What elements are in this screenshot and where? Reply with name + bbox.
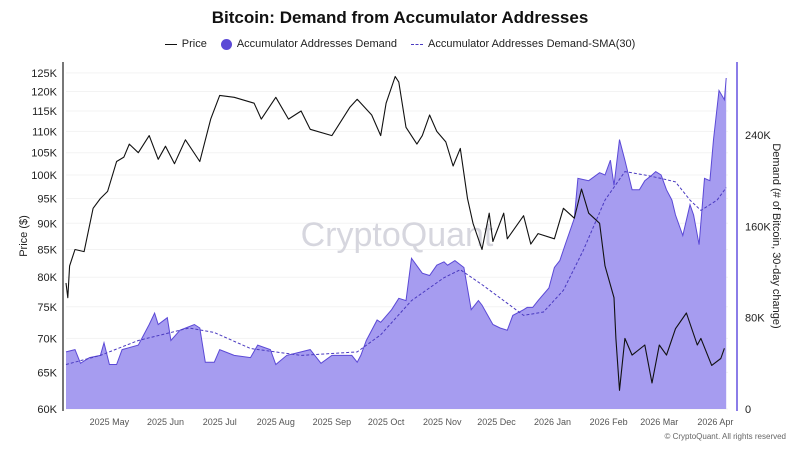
y-right-tick-label: 0 — [745, 404, 751, 416]
y-left-tick-label: 95K — [37, 194, 57, 206]
y-left-tick-label: 100K — [31, 170, 57, 182]
dashed-swatch-icon — [411, 43, 423, 45]
y-left-tick-label: 120K — [31, 87, 57, 99]
x-tick-label: 2026 Apr — [697, 417, 733, 427]
x-tick-label: 2025 Jul — [203, 417, 237, 427]
legend: Price Accumulator Addresses Demand Accum… — [0, 38, 800, 50]
y-left-tick-label: 70K — [37, 333, 57, 345]
x-tick-label: 2025 Sep — [313, 417, 352, 427]
legend-label: Accumulator Addresses Demand — [236, 38, 397, 50]
chart-marks — [65, 75, 727, 409]
y-left-tick-label: 115K — [32, 106, 58, 118]
x-tick-label: 2025 Jun — [147, 417, 184, 427]
x-tick-label: 2025 Aug — [257, 417, 295, 427]
y-left-tick-label: 85K — [37, 244, 57, 256]
y-left-tick-label: 75K — [37, 302, 57, 314]
legend-item-price[interactable]: Price — [164, 38, 207, 50]
sma-line — [65, 171, 727, 365]
y-left-tick-label: 105K — [31, 148, 57, 160]
y-axis-left-label: Price ($) — [18, 215, 30, 257]
demand-area — [66, 78, 727, 409]
y-axis-right-label: Demand (# of Bitcoin, 30-day change) — [770, 143, 782, 328]
watermark: CryptoQuant — [301, 216, 494, 254]
x-tick-label: 2025 May — [90, 417, 130, 427]
axes: 60K 65K 70K 75K 80K 85K 90K 95K 100K 105K 110K 115K… — [31, 62, 771, 427]
x-tick-label: 2025 Nov — [423, 417, 462, 427]
y-left-tick-label: 90K — [37, 218, 57, 230]
legend-item-demand[interactable]: Accumulator Addresses Demand — [220, 38, 397, 50]
x-tick-label: 2026 Mar — [640, 417, 678, 427]
x-tick-label: 2026 Feb — [590, 417, 628, 427]
y-left-tick-label: 65K — [37, 367, 57, 379]
line-swatch-icon — [164, 43, 177, 45]
price-line — [65, 75, 725, 391]
y-right-tick-label: 160K — [745, 221, 771, 233]
y-left-tick-label: 60K — [37, 404, 57, 416]
x-tick-label: 2025 Oct — [368, 417, 405, 427]
y-left-tick-label: 125K — [31, 68, 57, 80]
x-tick-label: 2026 Jan — [534, 417, 571, 427]
dot-swatch-icon — [220, 38, 232, 50]
chart-title: Bitcoin: Demand from Accumulator Address… — [211, 8, 589, 27]
y-left-tick-label: 80K — [37, 272, 57, 284]
copyright: © CryptoQuant. All rights reserved — [664, 432, 787, 441]
y-right-tick-label: 240K — [745, 130, 771, 142]
x-tick-label: 2025 Dec — [477, 417, 516, 427]
y-left-tick-label: 110K — [32, 126, 58, 138]
legend-item-sma[interactable]: Accumulator Addresses Demand-SMA(30) — [411, 38, 635, 50]
y-right-tick-label: 80K — [745, 313, 765, 325]
legend-label: Accumulator Addresses Demand-SMA(30) — [428, 38, 636, 50]
legend-label: Price — [181, 38, 207, 50]
